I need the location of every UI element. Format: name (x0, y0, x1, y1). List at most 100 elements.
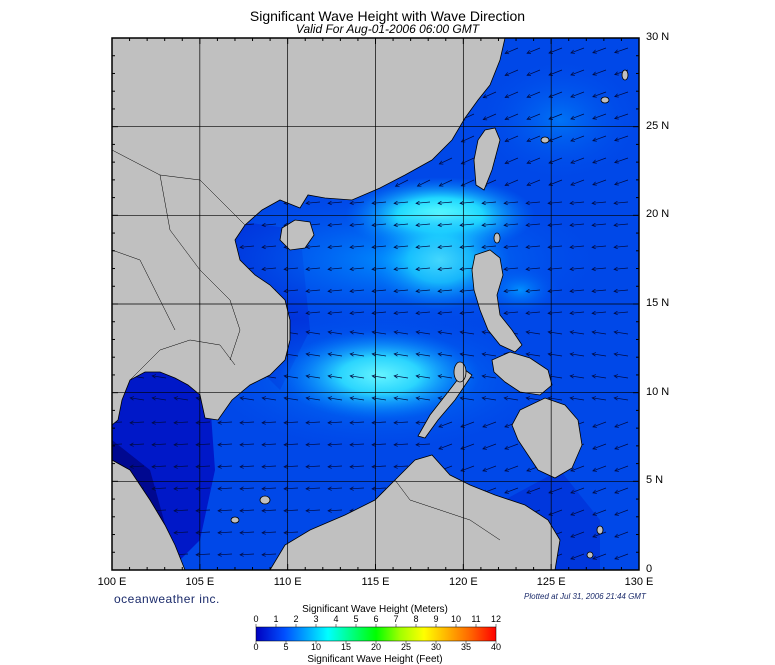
direction-arrow (526, 47, 541, 54)
direction-arrow (371, 464, 387, 469)
direction-arrow (349, 222, 365, 228)
direction-arrow (173, 508, 189, 513)
direction-arrow (283, 486, 299, 491)
direction-arrow (569, 200, 585, 206)
direction-arrow (283, 396, 299, 401)
direction-arrow (305, 396, 321, 401)
direction-arrow (569, 374, 585, 379)
direction-arrow (481, 244, 497, 250)
direction-arrow (503, 266, 519, 272)
direction-arrow (393, 420, 409, 425)
direction-arrow (239, 486, 255, 491)
direction-arrow (592, 465, 607, 472)
direction-arrow (613, 330, 629, 335)
direction-arrow (393, 244, 409, 250)
direction-arrow (305, 486, 321, 491)
direction-arrow (371, 288, 387, 294)
direction-arrow (437, 266, 453, 272)
direction-arrow (570, 91, 585, 98)
legend-tick-feet: 0 (253, 642, 259, 652)
direction-arrow (592, 113, 607, 120)
direction-arrow (327, 288, 343, 294)
direction-arrow (437, 222, 453, 228)
direction-arrow (283, 442, 299, 447)
direction-arrow (570, 465, 585, 472)
direction-arrow (261, 442, 277, 447)
direction-arrow (327, 442, 343, 447)
direction-arrow (613, 396, 629, 401)
direction-arrow (459, 266, 475, 272)
direction-arrow (525, 352, 541, 357)
legend-tick-feet: 25 (400, 642, 411, 652)
direction-arrow (415, 266, 431, 272)
latitude-label: 20 N (646, 208, 670, 221)
latitude-label: 5 N (646, 474, 664, 487)
direction-arrow (305, 266, 321, 272)
direction-arrow (327, 222, 343, 228)
direction-arrow (547, 266, 563, 272)
direction-arrow (570, 509, 585, 516)
direction-arrow (438, 421, 453, 428)
legend-tick-feet: 15 (340, 642, 351, 652)
direction-arrow (503, 244, 519, 250)
direction-arrow (614, 47, 629, 54)
legend-tick-feet: 10 (310, 642, 321, 652)
plotted-time: Plotted at Jul 31, 2006 21:44 GMT (524, 592, 646, 601)
direction-arrow (482, 421, 497, 428)
direction-arrow (327, 464, 343, 469)
direction-arrow (261, 552, 277, 557)
direction-arrow (239, 464, 255, 469)
direction-arrow (591, 244, 607, 250)
direction-arrow (547, 200, 563, 206)
direction-arrow (151, 464, 167, 469)
direction-arrow (327, 508, 343, 513)
direction-arrow (349, 200, 365, 206)
direction-arrow (614, 531, 629, 538)
direction-arrow (261, 508, 277, 513)
direction-arrow (591, 330, 607, 335)
direction-arrow (393, 464, 409, 469)
legend-tick-meters: 4 (333, 614, 339, 624)
direction-arrow (503, 222, 519, 228)
direction-arrow (504, 69, 519, 77)
direction-arrow (504, 157, 519, 165)
direction-arrow (305, 374, 321, 379)
direction-arrow (349, 330, 365, 335)
direction-arrow (217, 464, 233, 469)
brand-logo-text: oceanweather inc. (114, 592, 220, 606)
direction-arrow (614, 91, 629, 98)
legend-tick-meters: 7 (393, 614, 399, 624)
direction-arrow (437, 244, 453, 250)
direction-arrow (327, 352, 343, 357)
direction-arrow (592, 531, 607, 538)
direction-arrow (305, 420, 321, 425)
direction-arrow (151, 486, 167, 491)
direction-arrow (547, 310, 563, 316)
direction-arrow (173, 396, 189, 401)
direction-arrow (283, 266, 299, 272)
direction-arrow (592, 47, 607, 54)
direction-arrow (504, 443, 519, 450)
direction-arrow (526, 179, 541, 186)
direction-arrow (415, 200, 431, 206)
direction-arrow (129, 396, 145, 401)
direction-arrow (261, 530, 277, 535)
direction-arrow (305, 244, 321, 250)
direction-arrow (283, 464, 299, 469)
longitude-label: 110 E (273, 576, 302, 588)
direction-arrow (261, 420, 277, 425)
direction-arrow (305, 288, 321, 294)
direction-arrow (415, 374, 431, 379)
direction-arrow (415, 244, 431, 250)
latitude-label: 15 N (646, 297, 670, 309)
legend-tick-meters: 2 (293, 614, 299, 624)
direction-arrow (283, 530, 299, 535)
direction-arrow (349, 464, 365, 469)
direction-arrow (525, 310, 541, 316)
direction-arrow (504, 91, 519, 99)
direction-arrow (327, 310, 343, 316)
direction-arrow (570, 135, 585, 142)
direction-arrow (195, 464, 211, 469)
direction-arrow (371, 396, 387, 401)
direction-arrow (305, 464, 321, 469)
